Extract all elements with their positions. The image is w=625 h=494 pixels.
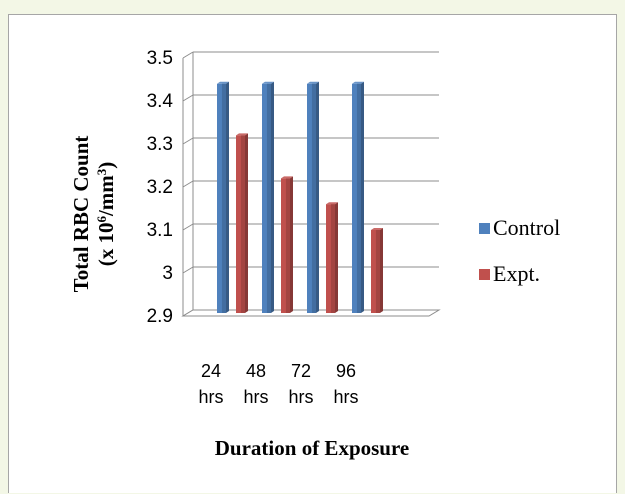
gridline-depth [182,51,194,59]
x-tick-label-number: 96 [336,361,356,381]
chart-frame: 2.9 3 3.1 3.2 3.3 3.4 3.5 24 hrs 48 hrs 72 hrs 96 hrs… [8,14,617,493]
bar-control-2 [262,81,274,313]
legend-swatch-expt [479,269,490,280]
bar-expt-1 [236,133,248,313]
gridline-depth [182,137,194,145]
bar-expt-3 [326,202,338,313]
x-axis-category-labels: 24 hrs 48 hrs 72 hrs 96 hrs [198,361,358,407]
bar-control-1 [217,81,229,313]
y-axis-tick-labels: 2.9 3 3.1 3.2 3.3 3.4 3.5 [147,48,174,327]
x-tick-label-unit: hrs [288,387,313,407]
x-tick-label-number: 48 [246,361,266,381]
x-tick-label-unit: hrs [198,387,223,407]
y-tick-label: 3.4 [147,91,174,112]
y-tick-label: 3.1 [147,220,173,241]
y-tick-label: 3 [162,263,173,284]
y-tick-label: 3.2 [147,177,173,198]
gridline-depth [182,180,194,188]
bar-chart: 2.9 3 3.1 3.2 3.3 3.4 3.5 24 hrs 48 hrs 72 hrs 96 hrs… [69,48,560,460]
y-axis-title-line2: (x 106/mm3) [94,162,119,267]
legend-label-control: Control [493,215,560,240]
x-axis-title: Duration of Exposure [215,436,409,460]
gridline-depth [182,223,194,231]
legend-label-expt: Expt. [493,261,540,286]
y-axis-title-line1: Total RBC Count [69,136,93,293]
x-tick-label-number: 72 [291,361,311,381]
legend-swatch-control [479,223,490,234]
bars [217,81,383,313]
y-tick-label: 2.9 [147,306,173,327]
bar-control-4 [352,81,364,313]
gridline-depth [182,266,194,274]
gridline-depth [182,94,194,102]
x-tick-label-number: 24 [201,361,221,381]
y-tick-label: 3.5 [147,48,173,69]
x-tick-label-unit: hrs [243,387,268,407]
bar-expt-4 [371,228,383,313]
y-tick-label: 3.3 [147,134,173,155]
bar-control-3 [307,81,319,313]
legend: Control Expt. [479,215,560,286]
bar-expt-2 [281,176,293,313]
x-tick-label-unit: hrs [333,387,358,407]
